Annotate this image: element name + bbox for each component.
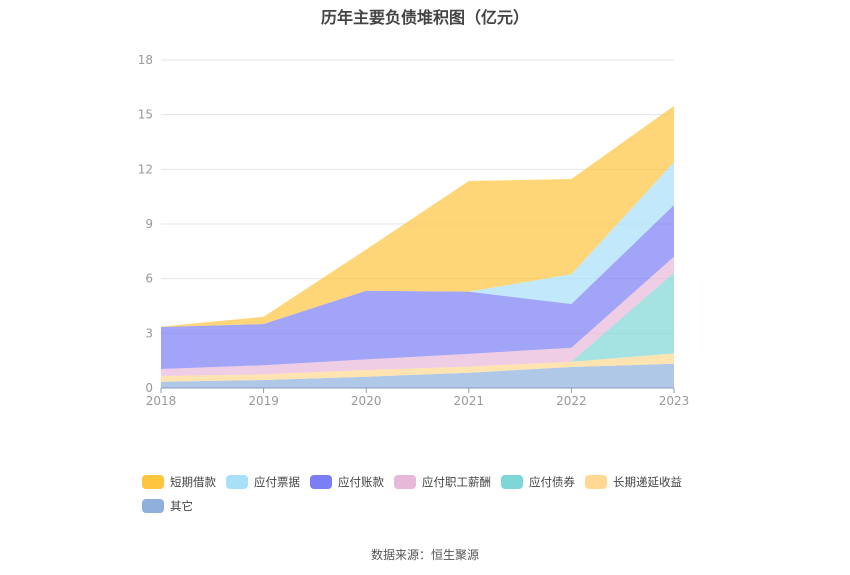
area-series-1	[161, 353, 674, 382]
y-tick-label: 12	[138, 162, 153, 176]
legend-label: 应付账款	[338, 475, 384, 489]
data-source: 数据来源：恒生聚源	[370, 548, 479, 562]
legend-label: 短期借款	[170, 475, 216, 489]
area-series-0	[161, 363, 674, 388]
legend-item[interactable]: 应付票据	[226, 474, 300, 490]
area-series-6	[161, 105, 674, 327]
legend-swatch	[142, 499, 164, 513]
legend-swatch	[501, 475, 523, 489]
legend-label: 应付职工薪酬	[422, 475, 491, 489]
area-series-4	[161, 205, 674, 370]
x-tick-label: 2022	[556, 394, 587, 408]
legend-label: 其它	[170, 499, 193, 513]
x-tick-label: 2021	[454, 394, 485, 408]
y-tick-label: 6	[145, 272, 153, 286]
legend-item[interactable]: 应付账款	[310, 474, 384, 490]
legend-item[interactable]: 应付职工薪酬	[394, 474, 491, 490]
x-tick-label: 2023	[659, 394, 690, 408]
legend-swatch	[226, 475, 248, 489]
area-series-5	[161, 162, 674, 327]
y-tick-label: 15	[138, 108, 153, 122]
legend-item[interactable]: 应付债券	[501, 474, 575, 490]
chart-title: 历年主要负债堆积图（亿元）	[320, 8, 529, 27]
legend-label: 长期递延收益	[613, 475, 682, 489]
legend-item[interactable]: 其它	[142, 498, 193, 514]
y-tick-label: 0	[145, 381, 153, 395]
y-tick-label: 3	[145, 326, 153, 340]
legend-swatch	[585, 475, 607, 489]
x-tick-label: 2018	[146, 394, 177, 408]
x-tick-label: 2019	[248, 394, 279, 408]
legend-swatch	[142, 475, 164, 489]
legend-swatch	[310, 475, 332, 489]
legend-swatch	[394, 475, 416, 489]
y-tick-label: 9	[145, 217, 153, 231]
legend: 短期借款 应付票据 应付账款 应付职工薪酬 应付债券 长期递延收益其它	[142, 474, 742, 514]
legend-label: 应付债券	[529, 475, 575, 489]
y-tick-label: 18	[138, 53, 153, 67]
legend-label: 应付票据	[254, 475, 300, 489]
x-tick-label: 2020	[351, 394, 382, 408]
legend-item[interactable]: 长期递延收益	[585, 474, 682, 490]
legend-item[interactable]: 短期借款	[142, 474, 216, 490]
